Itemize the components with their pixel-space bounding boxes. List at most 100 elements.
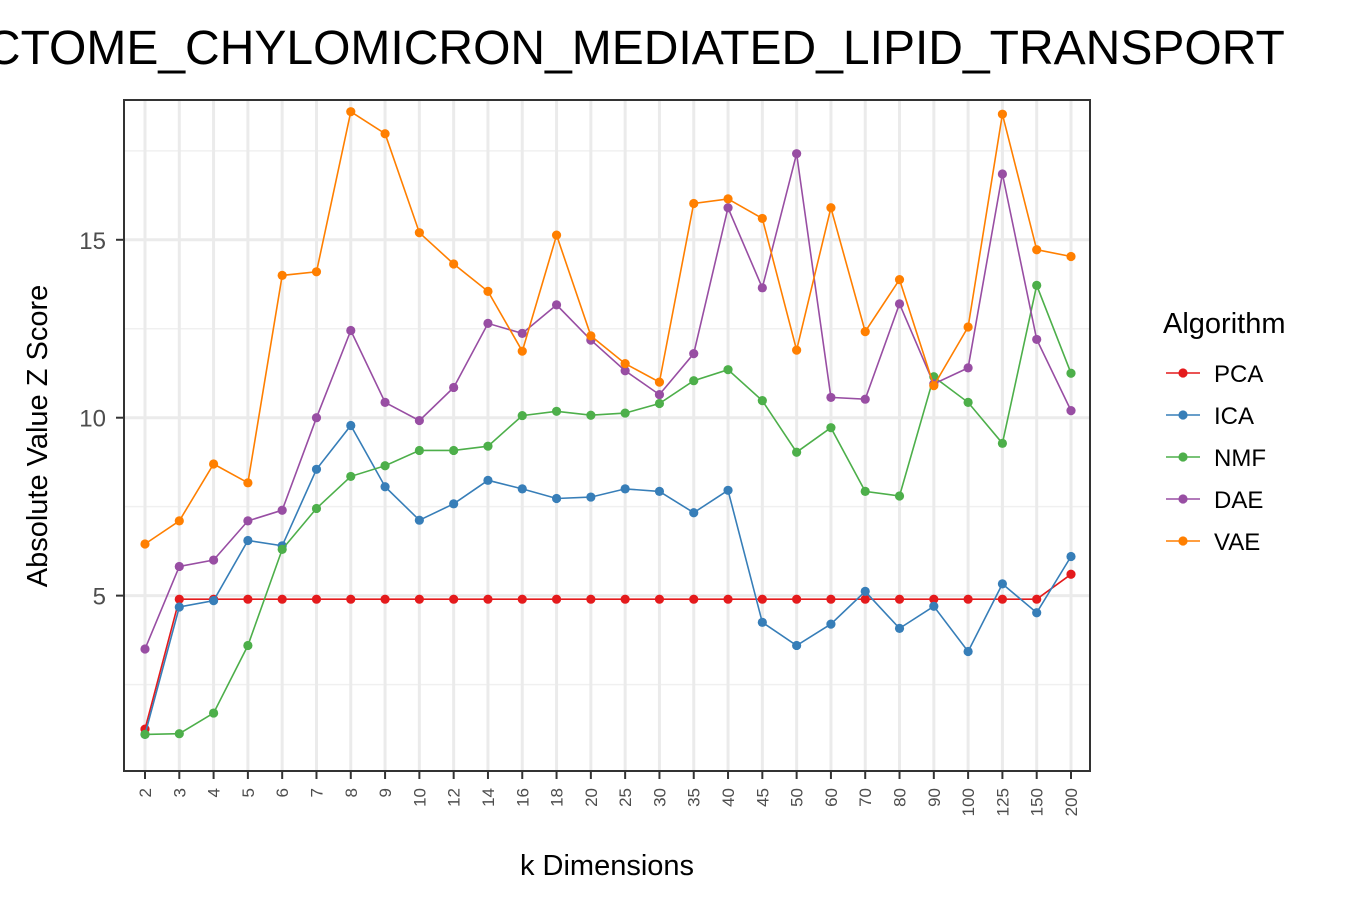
data-point bbox=[963, 322, 973, 332]
data-point bbox=[860, 586, 870, 596]
data-point bbox=[208, 459, 219, 469]
data-point bbox=[483, 318, 493, 329]
data-point bbox=[449, 445, 459, 456]
data-point bbox=[449, 499, 459, 509]
data-point bbox=[517, 346, 527, 356]
series-dae bbox=[140, 149, 1076, 654]
data-point bbox=[894, 623, 905, 633]
legend-label: PCA bbox=[1214, 361, 1263, 388]
data-point bbox=[243, 478, 253, 488]
plot-border bbox=[123, 99, 1091, 772]
data-point bbox=[346, 420, 356, 431]
data-point bbox=[963, 646, 973, 657]
series-line-dae bbox=[144, 153, 1072, 650]
data-point bbox=[208, 596, 219, 606]
data-point bbox=[860, 486, 870, 496]
data-point bbox=[723, 485, 733, 495]
data-point bbox=[311, 464, 322, 474]
x-tick-label: 45 bbox=[753, 788, 772, 807]
legend-key-point bbox=[1178, 536, 1188, 546]
data-point bbox=[1066, 551, 1076, 562]
data-point bbox=[586, 331, 596, 341]
data-point bbox=[311, 503, 322, 514]
data-point bbox=[551, 406, 562, 416]
data-point bbox=[894, 594, 905, 604]
data-point bbox=[929, 381, 939, 391]
data-point bbox=[1032, 334, 1042, 345]
data-point bbox=[894, 299, 905, 309]
data-point bbox=[757, 617, 767, 627]
x-tick-label: 18 bbox=[548, 788, 567, 807]
legend-label: DAE bbox=[1214, 487, 1263, 514]
data-point bbox=[414, 515, 424, 525]
legend-title: Algorithm bbox=[1163, 308, 1286, 340]
x-tick-label: 16 bbox=[513, 788, 532, 807]
data-point bbox=[551, 230, 562, 240]
legend-item-vae: VAE bbox=[1166, 529, 1260, 556]
data-point bbox=[414, 594, 424, 604]
x-tick-label: 100 bbox=[959, 788, 978, 816]
data-point bbox=[1066, 368, 1076, 378]
data-point bbox=[792, 447, 802, 457]
legend-label: NMF bbox=[1214, 445, 1266, 472]
x-tick-label: 25 bbox=[616, 788, 635, 807]
data-point bbox=[311, 594, 322, 604]
legend-key-point bbox=[1178, 494, 1188, 504]
data-point bbox=[654, 594, 665, 604]
data-point bbox=[963, 397, 973, 408]
legend-label: ICA bbox=[1214, 403, 1254, 430]
data-point bbox=[963, 594, 973, 604]
data-point bbox=[380, 594, 390, 604]
data-point bbox=[620, 594, 630, 604]
data-point bbox=[757, 396, 767, 406]
data-point bbox=[517, 328, 527, 338]
data-point bbox=[517, 410, 527, 421]
y-tick-label: 5 bbox=[93, 584, 106, 611]
data-point bbox=[311, 413, 322, 423]
data-point bbox=[140, 539, 150, 549]
data-point bbox=[208, 555, 219, 565]
data-point bbox=[311, 267, 322, 277]
x-tick-label: 70 bbox=[856, 788, 875, 807]
data-point bbox=[723, 194, 733, 204]
x-tick-label: 7 bbox=[307, 788, 326, 797]
data-point bbox=[929, 601, 939, 611]
data-point bbox=[894, 491, 905, 501]
data-point bbox=[483, 286, 493, 296]
x-tick-label: 200 bbox=[1062, 788, 1081, 816]
data-point bbox=[140, 729, 150, 740]
x-tick-label: 150 bbox=[1028, 788, 1047, 816]
data-point bbox=[414, 445, 424, 456]
data-point bbox=[1066, 251, 1076, 262]
data-point bbox=[346, 471, 356, 482]
data-point bbox=[689, 198, 699, 209]
data-point bbox=[689, 376, 699, 386]
data-point bbox=[860, 394, 870, 404]
data-point bbox=[757, 213, 767, 224]
data-point bbox=[1066, 569, 1076, 579]
data-point bbox=[449, 594, 459, 604]
data-point bbox=[586, 410, 596, 420]
data-point bbox=[689, 508, 699, 518]
data-point bbox=[380, 482, 390, 492]
data-point bbox=[517, 594, 527, 604]
data-point bbox=[826, 594, 836, 604]
data-point bbox=[586, 594, 596, 604]
data-point bbox=[620, 359, 630, 369]
data-point bbox=[963, 363, 973, 373]
chart-title: REACTOME_CHYLOMICRON_MEDIATED_LIPID_TRAN… bbox=[0, 22, 1285, 75]
legend-item-dae: DAE bbox=[1166, 487, 1263, 514]
data-point bbox=[826, 423, 836, 433]
data-point bbox=[586, 492, 596, 502]
x-tick-label: 40 bbox=[719, 788, 738, 807]
data-point bbox=[997, 579, 1008, 589]
data-point bbox=[792, 594, 802, 604]
data-point bbox=[243, 594, 253, 604]
x-tick-label: 6 bbox=[273, 788, 292, 797]
y-tick-label: 15 bbox=[79, 228, 106, 255]
data-point bbox=[1032, 280, 1042, 290]
x-tick-label: 5 bbox=[239, 788, 258, 797]
data-point bbox=[380, 461, 390, 471]
x-tick-label: 2 bbox=[136, 788, 155, 797]
